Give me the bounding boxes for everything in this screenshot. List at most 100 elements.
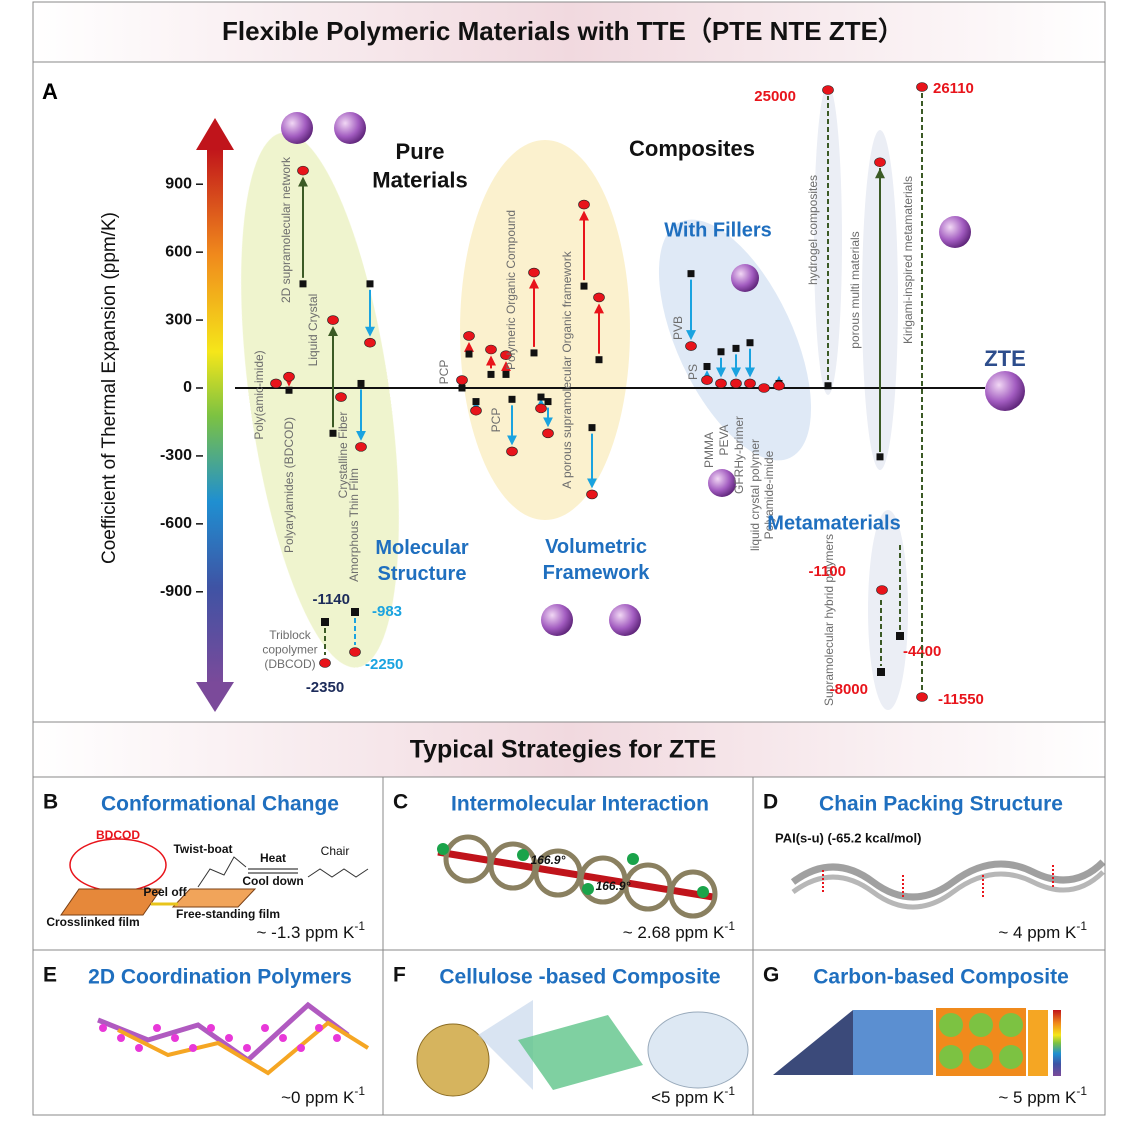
gradient-arrow — [207, 148, 223, 684]
heatmap-cell — [999, 1045, 1023, 1069]
circle-point — [485, 344, 497, 355]
circle-point — [586, 489, 598, 500]
strategies-bar — [32, 721, 1106, 778]
y-tick-label: -600 — [160, 515, 192, 532]
panel-text: BDCOD — [96, 828, 140, 842]
molecule — [307, 868, 369, 878]
material-label: hydrogel composites — [806, 175, 820, 285]
panel-value-exp: -1 — [1076, 919, 1087, 933]
panel-illustration — [773, 1008, 1061, 1076]
panel-frame — [32, 776, 384, 951]
circle-point — [456, 375, 468, 385]
off-scale-label: 26110 — [933, 80, 974, 97]
bond-arrow — [437, 848, 714, 901]
heatmap-cell — [969, 1013, 993, 1037]
off-scale-label: -2350 — [306, 679, 344, 696]
group-label: Metamaterials — [767, 512, 900, 534]
square-point — [458, 384, 466, 392]
atom — [279, 1034, 287, 1042]
material-label: PVB — [671, 316, 685, 340]
panel-text: PAI(s-u) (-65.2 kcal/mol) — [775, 830, 921, 845]
off-scale-label: 25000 — [754, 88, 796, 105]
layer-bar — [1028, 1010, 1048, 1076]
atom — [189, 1044, 197, 1052]
material-label: PEVA — [717, 424, 731, 455]
material-label: 2D supramolecular network — [279, 156, 293, 303]
square-point — [502, 370, 510, 378]
region-supramolecular — [868, 510, 908, 710]
square-point — [703, 362, 711, 370]
off-scale-label: -1100 — [808, 563, 846, 580]
off-scale-square — [896, 632, 904, 640]
material-label: PMMA — [702, 432, 716, 468]
off-scale-circle — [916, 82, 928, 92]
group-label-line: Pure — [396, 139, 445, 164]
circle-point — [773, 380, 785, 391]
atom — [297, 1044, 305, 1052]
region-volumetric — [460, 140, 630, 520]
heatmap-cell — [999, 1013, 1023, 1037]
icon — [541, 604, 573, 636]
square-point — [285, 386, 293, 394]
material-label: Crystalline Fiber — [336, 412, 350, 499]
group-label: Molecular Structure — [375, 537, 469, 585]
panel-value: ~ -1.3 ppm K-1 — [257, 919, 366, 942]
y-tick-label: 600 — [165, 243, 192, 260]
off-scale-label: -2250 — [365, 656, 403, 673]
off-scale-label: -8000 — [830, 681, 868, 698]
arrow-head-up — [196, 118, 234, 150]
atom — [99, 1024, 107, 1032]
panel-value-exp: -1 — [1076, 1084, 1087, 1098]
off-scale-circle — [319, 658, 331, 668]
atom — [697, 886, 709, 898]
zigzag — [97, 1001, 350, 1064]
circle-point — [542, 428, 554, 439]
panel-value-text: ~ 2.68 ppm K — [623, 923, 725, 942]
group-label: Volumetric Framework — [543, 536, 651, 584]
atom — [437, 843, 449, 855]
square-point — [329, 429, 337, 437]
panel-letter: B — [43, 791, 58, 814]
group-label-line: Molecular — [375, 537, 469, 559]
panel-value-text: ~ -1.3 ppm K — [257, 923, 355, 942]
material-label: Amorphous Thin Film — [347, 468, 361, 582]
chain — [791, 870, 1105, 910]
material-label: PCP — [489, 408, 503, 433]
heatmap-cell — [939, 1045, 963, 1069]
circle-point — [744, 378, 756, 389]
zoom — [478, 1000, 533, 1090]
atom — [225, 1034, 233, 1042]
circle-point — [297, 165, 309, 176]
square-point — [366, 280, 374, 288]
off-scale-circle — [349, 647, 361, 657]
group-label: ZTE — [984, 346, 1026, 371]
atom — [171, 1034, 179, 1042]
circle-point — [874, 157, 886, 168]
circle-point — [593, 292, 605, 303]
panel-text: Peel off — [143, 885, 187, 899]
chain — [790, 859, 1106, 901]
circle-point — [701, 375, 713, 385]
square-point — [472, 398, 480, 406]
icon — [731, 264, 759, 292]
molecule — [197, 856, 247, 888]
off-scale-circle — [876, 585, 888, 595]
square-point — [530, 349, 538, 357]
circle-point — [528, 267, 540, 278]
panel-text: Twist-boat — [173, 842, 232, 856]
material-label: Polyamide-imide — [762, 450, 776, 539]
panel-value: ~ 5 ppm K-1 — [998, 1084, 1087, 1107]
off-scale-circle — [916, 692, 928, 702]
atom — [333, 1034, 341, 1042]
arrow-head-down — [196, 682, 234, 712]
panel-value-exp: -1 — [354, 919, 365, 933]
material-label: porous multi materials — [848, 231, 862, 348]
square-point — [580, 282, 588, 290]
extra-label-line: Triblock — [269, 628, 312, 642]
region-fillers — [658, 219, 812, 461]
panel-value-exp: -1 — [724, 1084, 735, 1098]
icons — [281, 112, 971, 636]
material-label: PCP — [437, 360, 451, 385]
film — [60, 888, 162, 916]
